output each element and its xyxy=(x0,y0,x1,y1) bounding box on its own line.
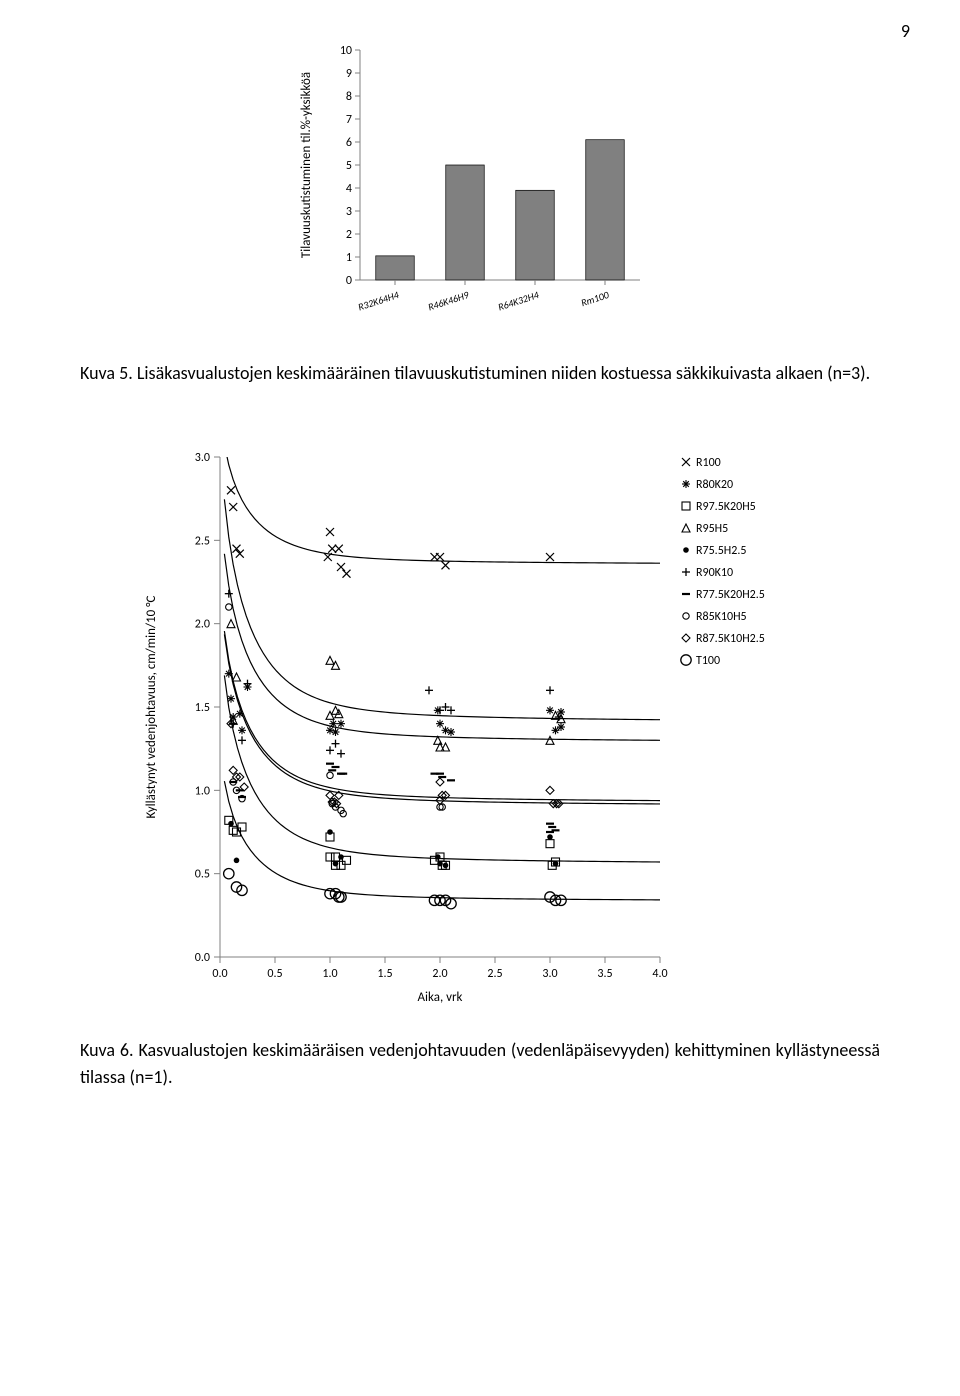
svg-text:R75.5H2.5: R75.5H2.5 xyxy=(696,544,746,558)
figure-5-caption: Kuva 5. Lisäkasvualustojen keskimääräine… xyxy=(80,360,880,387)
svg-text:2: 2 xyxy=(346,228,352,242)
svg-text:R100: R100 xyxy=(696,456,721,470)
svg-text:0.0: 0.0 xyxy=(195,951,210,965)
svg-text:R46K46H9: R46K46H9 xyxy=(426,288,471,314)
svg-text:1.0: 1.0 xyxy=(322,967,337,981)
svg-text:4: 4 xyxy=(346,182,352,196)
svg-text:3.0: 3.0 xyxy=(542,967,557,981)
svg-text:R97.5K20H5: R97.5K20H5 xyxy=(696,500,756,514)
svg-text:1.5: 1.5 xyxy=(377,967,392,981)
figure-6-caption: Kuva 6. Kasvualustojen keskimääräisen ve… xyxy=(80,1037,880,1091)
svg-text:4.0: 4.0 xyxy=(652,967,667,981)
svg-text:0.0: 0.0 xyxy=(212,967,227,981)
svg-text:R32K64H4: R32K64H4 xyxy=(356,288,401,314)
page-number: 9 xyxy=(901,20,910,42)
svg-text:0: 0 xyxy=(346,274,352,288)
page: 9 0 1 2 3 4 5 6 7 8 9 10 R32K64H4 R46K46H9 R64K32H4 Rm… xyxy=(0,0,960,1151)
svg-text:R77.5K20H2.5: R77.5K20H2.5 xyxy=(696,588,765,602)
svg-text:6: 6 xyxy=(346,136,352,150)
figure-5: 0 1 2 3 4 5 6 7 8 9 10 R32K64H4 R46K46H9 R64K32H4 Rm10… xyxy=(80,40,880,340)
svg-text:5: 5 xyxy=(346,159,352,173)
svg-text:0.5: 0.5 xyxy=(195,868,210,882)
svg-text:3.5: 3.5 xyxy=(597,967,612,981)
svg-text:R95H5: R95H5 xyxy=(696,522,728,536)
caption6-prefix: Kuva 6. xyxy=(80,1039,139,1061)
svg-text:Rm100: Rm100 xyxy=(579,288,611,309)
svg-text:3.0: 3.0 xyxy=(195,451,210,465)
svg-text:1.5: 1.5 xyxy=(195,701,210,715)
caption5-prefix: Kuva 5. xyxy=(80,362,137,384)
svg-text:R64K32H4: R64K32H4 xyxy=(496,288,541,314)
svg-text:T100: T100 xyxy=(696,654,720,668)
svg-text:1.0: 1.0 xyxy=(195,784,210,798)
svg-text:Aika, vrk: Aika, vrk xyxy=(418,990,463,1005)
svg-text:10: 10 xyxy=(340,44,352,58)
scatter-chart: 0.0 0.5 1.0 1.5 2.0 2.5 3.0 0.0 0.5 1.0 1.5 2.0 2.5 3… xyxy=(120,437,840,1017)
bar-chart: 0 1 2 3 4 5 6 7 8 9 10 R32K64H4 R46K46H9 R64K32H4 Rm10… xyxy=(290,40,650,340)
svg-text:R80K20: R80K20 xyxy=(696,478,733,492)
svg-text:2.5: 2.5 xyxy=(195,534,210,548)
svg-text:7: 7 xyxy=(346,113,352,127)
svg-text:R87.5K10H2.5: R87.5K10H2.5 xyxy=(696,632,765,646)
svg-text:9: 9 xyxy=(346,67,352,81)
svg-text:8: 8 xyxy=(346,90,352,104)
svg-text:R90K10: R90K10 xyxy=(696,566,733,580)
svg-text:2.0: 2.0 xyxy=(195,618,210,632)
svg-text:1: 1 xyxy=(346,251,352,265)
svg-text:2.0: 2.0 xyxy=(432,967,447,981)
svg-text:R85K10H5: R85K10H5 xyxy=(696,610,747,624)
caption5-text: Lisäkasvualustojen keskimääräinen tilavu… xyxy=(137,362,870,384)
svg-text:3: 3 xyxy=(346,205,352,219)
figure-6: 0.0 0.5 1.0 1.5 2.0 2.5 3.0 0.0 0.5 1.0 1.5 2.0 2.5 3… xyxy=(80,437,880,1017)
svg-text:0.5: 0.5 xyxy=(267,967,282,981)
svg-text:Tilavuuskutistuminen til.%-yks: Tilavuuskutistuminen til.%-yksikköä xyxy=(299,72,314,258)
svg-text:Kyllästynyt vedenjohtavuus, cm: Kyllästynyt vedenjohtavuus, cm/min/10 °C xyxy=(144,595,159,818)
caption6-text: Kasvualustojen keskimääräisen vedenjohta… xyxy=(80,1039,880,1088)
svg-text:2.5: 2.5 xyxy=(487,967,502,981)
